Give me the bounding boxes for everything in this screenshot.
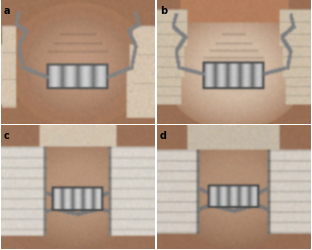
Text: a: a [4, 6, 10, 16]
Text: b: b [160, 6, 167, 16]
Text: d: d [160, 130, 167, 140]
Text: c: c [4, 130, 10, 140]
